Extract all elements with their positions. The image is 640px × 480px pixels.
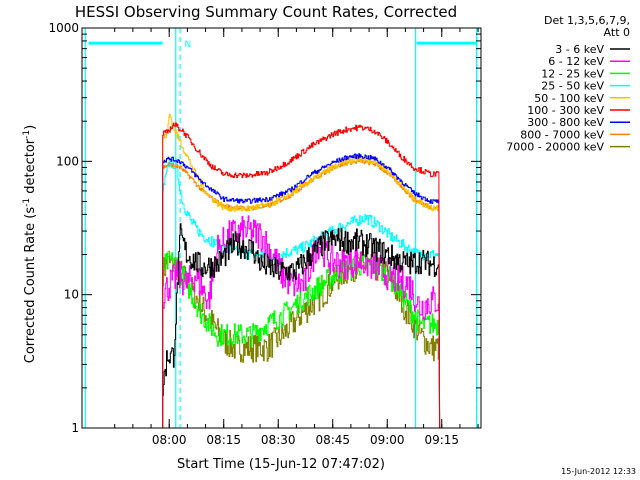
x-tick-label: 08:30 xyxy=(261,433,296,447)
legend-label-0: 3 - 6 keV xyxy=(555,43,604,56)
axes-frame xyxy=(81,27,482,429)
legend-label-8: 7000 - 20000 keV xyxy=(506,141,604,154)
y-axis-label-sup2: -1 xyxy=(22,130,32,139)
y-axis-label-main: Corrected Count Rate (s xyxy=(23,207,38,364)
y-tick-label: 10 xyxy=(64,288,79,302)
y-tick-label: 1000 xyxy=(48,21,79,35)
chart-title: HESSI Observing Summary Count Rates, Cor… xyxy=(75,3,457,21)
legend-label-7: 800 - 7000 keV xyxy=(520,128,604,141)
legend-label-2: 12 - 25 keV xyxy=(541,67,604,80)
y-axis-label-sup1: -1 xyxy=(22,198,32,207)
series-line-6 xyxy=(162,153,441,428)
legend-label-6: 300 - 800 keV xyxy=(527,116,604,129)
legend-header-line1: Det 1,3,5,6,7,9, xyxy=(544,14,630,27)
y-tick-label: 100 xyxy=(56,154,79,168)
x-tick-label: 09:15 xyxy=(424,433,459,447)
x-axis: 08:00 08:15 08:30 08:45 09:00 09:15 xyxy=(114,28,479,447)
series-line-4 xyxy=(162,113,441,428)
footer-timestamp: 15-Jun-2012 12:33 xyxy=(561,467,636,476)
x-axis-label: Start Time (15-Jun-12 07:47:02) xyxy=(177,457,385,472)
night-flag-label: N xyxy=(184,40,191,50)
series-line-5 xyxy=(162,122,441,428)
series-line-1 xyxy=(162,215,441,428)
series-line-0 xyxy=(162,223,441,428)
y-axis-label: Corrected Count Rate (s-1 detector-1) xyxy=(22,125,38,363)
series-line-3 xyxy=(162,156,441,428)
legend-header-line2: Att 0 xyxy=(604,26,630,39)
plot-area: N xyxy=(84,28,478,428)
x-tick-label: 08:00 xyxy=(152,433,187,447)
legend-label-5: 100 - 300 keV xyxy=(527,104,604,117)
x-tick-label: 08:45 xyxy=(315,433,350,447)
x-tick-label: 08:15 xyxy=(206,433,241,447)
series-line-2 xyxy=(162,250,441,428)
plot-frame xyxy=(81,27,482,429)
y-axis-label-end: ) xyxy=(23,125,38,130)
legend-label-1: 6 - 12 keV xyxy=(548,55,604,68)
x-tick-label: 09:00 xyxy=(370,433,405,447)
y-axis: 1 10 100 1000 xyxy=(48,21,481,435)
y-axis-label-mid: detector xyxy=(23,138,38,198)
y-tick-label: 1 xyxy=(71,421,79,435)
legend-label-3: 25 - 50 keV xyxy=(541,80,604,93)
legend-label-4: 50 - 100 keV xyxy=(534,92,604,105)
